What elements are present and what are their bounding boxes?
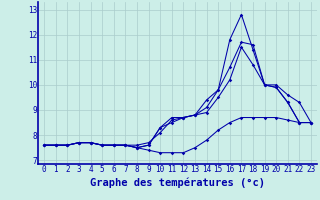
X-axis label: Graphe des températures (°c): Graphe des températures (°c) [90, 177, 265, 188]
